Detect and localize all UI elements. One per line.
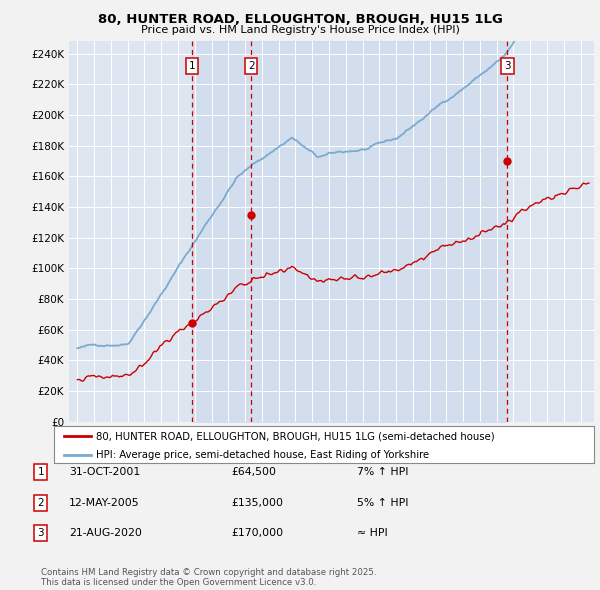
Text: 5% ↑ HPI: 5% ↑ HPI — [357, 498, 409, 507]
Text: ≈ HPI: ≈ HPI — [357, 529, 388, 538]
Text: 80, HUNTER ROAD, ELLOUGHTON, BROUGH, HU15 1LG (semi-detached house): 80, HUNTER ROAD, ELLOUGHTON, BROUGH, HU1… — [96, 431, 495, 441]
Text: 2: 2 — [248, 61, 254, 71]
Text: 3: 3 — [504, 61, 511, 71]
Text: 3: 3 — [37, 529, 44, 538]
Text: 2: 2 — [37, 498, 44, 507]
Text: £170,000: £170,000 — [231, 529, 283, 538]
Text: Price paid vs. HM Land Registry's House Price Index (HPI): Price paid vs. HM Land Registry's House … — [140, 25, 460, 35]
Text: 7% ↑ HPI: 7% ↑ HPI — [357, 467, 409, 477]
Text: 12-MAY-2005: 12-MAY-2005 — [69, 498, 140, 507]
Text: 21-AUG-2020: 21-AUG-2020 — [69, 529, 142, 538]
Text: £135,000: £135,000 — [231, 498, 283, 507]
Text: 80, HUNTER ROAD, ELLOUGHTON, BROUGH, HU15 1LG: 80, HUNTER ROAD, ELLOUGHTON, BROUGH, HU1… — [98, 13, 502, 26]
Text: 1: 1 — [188, 61, 195, 71]
Text: Contains HM Land Registry data © Crown copyright and database right 2025.
This d: Contains HM Land Registry data © Crown c… — [41, 568, 376, 587]
Text: £64,500: £64,500 — [231, 467, 276, 477]
Text: 1: 1 — [37, 467, 44, 477]
Text: HPI: Average price, semi-detached house, East Riding of Yorkshire: HPI: Average price, semi-detached house,… — [96, 450, 429, 460]
Text: 31-OCT-2001: 31-OCT-2001 — [69, 467, 140, 477]
